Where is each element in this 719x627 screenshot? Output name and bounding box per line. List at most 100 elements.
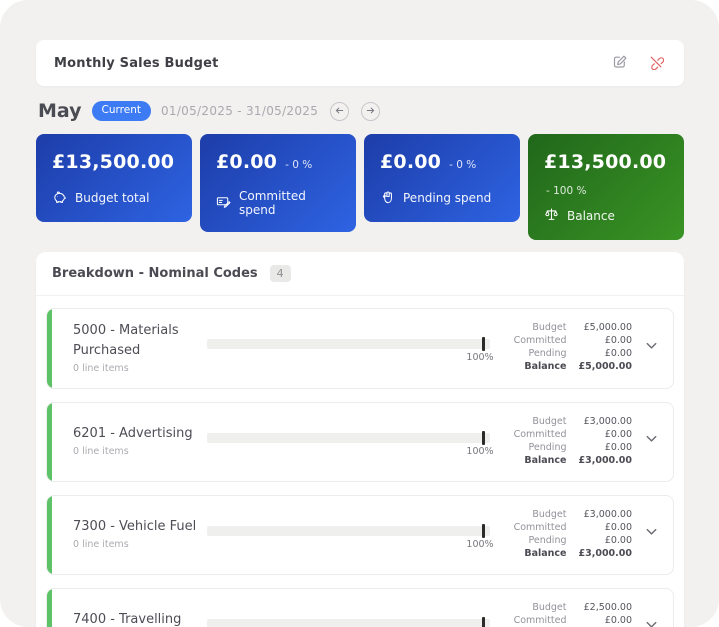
stat-label-balance: Balance (524, 361, 567, 373)
pending-spend-value: £0.00 (380, 151, 442, 173)
arrow-left-circle-icon (334, 104, 345, 119)
budget-progress-bar: 100% (207, 430, 494, 457)
stat-label-balance: Balance (524, 454, 567, 466)
edit-budget-button[interactable] (610, 52, 630, 75)
stat-label-committed: Committed (513, 614, 567, 626)
nominal-code-label: 7300 - Vehicle Fuel (73, 519, 197, 535)
committed-spend-card: £0.00 - 0 % Committed spend (200, 134, 356, 232)
stat-label-pending: Pending (528, 348, 567, 360)
stat-label-pending: Pending (528, 441, 567, 453)
committed-spend-delta: - 0 % (285, 159, 313, 171)
period-month: May (38, 100, 82, 122)
balance-card: £13,500.00 - 100 % Balance (528, 134, 684, 240)
breakdown-count-badge: 4 (269, 264, 291, 282)
balance-value: £13,500.00 (544, 151, 667, 173)
budget-header-panel: Monthly Sales Budget (36, 40, 684, 86)
stat-label-committed: Committed (513, 428, 567, 440)
budget-progress-bar: 100% (207, 337, 494, 363)
nominal-code-label: 5000 - Materials Purchased (73, 322, 179, 358)
nominal-code-label: 7400 - Travelling (73, 612, 182, 627)
unlink-budget-button[interactable] (646, 52, 666, 75)
scales-icon (544, 207, 559, 225)
previous-period-button[interactable] (330, 101, 350, 121)
nominal-code-row[interactable]: 7400 - Travelling 0 line items 100% Budg… (46, 587, 674, 627)
pending-spend-card: £0.00 - 0 % Pending spend (364, 134, 520, 222)
row-accent-bar (47, 588, 52, 627)
row-stats: Budget £3,000.00 Committed £0.00 Pending £0… (514, 508, 632, 560)
pending-spend-delta: - 0 % (449, 159, 477, 171)
stat-value-committed: £0.00 (604, 335, 632, 347)
chevron-down-icon[interactable] (644, 617, 659, 627)
progress-percent: 100% (466, 352, 494, 364)
nominal-code-row[interactable]: 6201 - Advertising 0 line items 100% Bud… (46, 401, 674, 482)
budget-total-value: £13,500.00 (52, 151, 175, 173)
hand-icon (380, 189, 395, 207)
nominal-code-row[interactable]: 5000 - Materials Purchased 0 line items … (46, 307, 674, 389)
stat-label-committed: Committed (513, 335, 567, 347)
balance-label: Balance (567, 208, 615, 223)
progress-tick (481, 616, 485, 627)
stat-label-budget: Budget (532, 601, 567, 613)
balance-delta: - 100 % (546, 184, 587, 197)
stat-value-committed: £0.00 (604, 614, 632, 626)
row-accent-bar (47, 402, 52, 481)
stat-value-budget: £3,000.00 (583, 415, 632, 427)
header-actions (610, 52, 666, 75)
stat-value-balance: £3,000.00 (578, 547, 633, 559)
stat-label-committed: Committed (513, 521, 567, 533)
chevron-down-icon[interactable] (644, 431, 659, 450)
stat-value-committed: £0.00 (604, 428, 632, 440)
committed-spend-label: Committed spend (239, 188, 306, 217)
stat-value-pending: £0.00 (604, 441, 632, 453)
stat-label-balance: Balance (524, 547, 567, 559)
stat-label-budget: Budget (532, 415, 567, 427)
edit-icon (612, 54, 628, 73)
row-stats: Budget £5,000.00 Committed £0.00 Pending £0… (514, 321, 632, 373)
committed-spend-value: £0.00 (216, 151, 278, 173)
arrow-right-circle-icon (365, 104, 376, 119)
nominal-code-row[interactable]: 7300 - Vehicle Fuel 0 line items 100% Bu… (46, 494, 674, 575)
line-items-count: 0 line items (73, 539, 129, 551)
stat-value-balance: £3,000.00 (578, 454, 633, 466)
breakdown-title: Breakdown - Nominal Codes (52, 265, 258, 281)
chevron-down-icon[interactable] (644, 524, 659, 543)
money-check-icon (216, 194, 231, 212)
current-period-badge: Current (91, 101, 151, 121)
budget-progress-bar: 100% (207, 523, 494, 550)
pending-spend-label: Pending spend (403, 190, 492, 205)
row-stats: Budget£2,500.00 Committed£0.00 Pending£0… (514, 601, 632, 627)
budget-total-label: Budget total (75, 190, 150, 205)
period-row: May Current 01/05/2025 - 31/05/2025 (38, 98, 682, 124)
stat-label-pending: Pending (528, 534, 567, 546)
nominal-code-rows: 5000 - Materials Purchased 0 line items … (36, 296, 684, 627)
progress-tick (481, 337, 485, 352)
summary-cards: £13,500.00 Budget total £0.00 - 0 % (36, 134, 684, 240)
progress-tick (481, 430, 485, 445)
breakdown-panel: Breakdown - Nominal Codes 4 5000 - Mater… (36, 251, 684, 627)
stat-value-budget: £5,000.00 (583, 322, 632, 334)
page-title: Monthly Sales Budget (54, 55, 219, 71)
stat-value-pending: £0.00 (604, 534, 632, 546)
progress-percent: 100% (466, 538, 494, 550)
line-items-count: 0 line items (73, 362, 129, 374)
row-accent-bar (47, 308, 52, 388)
unlink-icon (648, 54, 665, 73)
stat-value-pending: £0.00 (604, 348, 632, 360)
row-stats: Budget £3,000.00 Committed £0.00 Pending £0… (514, 415, 632, 467)
stat-label-budget: Budget (532, 322, 567, 334)
stat-value-balance: £5,000.00 (578, 361, 633, 373)
stat-label-budget: Budget (532, 508, 567, 520)
period-date-range: 01/05/2025 - 31/05/2025 (160, 104, 319, 118)
stat-value-budget: £3,000.00 (583, 508, 632, 520)
piggy-bank-icon (52, 189, 67, 207)
progress-tick (481, 523, 485, 538)
line-items-count: 0 line items (73, 446, 129, 458)
next-period-button[interactable] (361, 101, 381, 121)
nominal-code-label: 6201 - Advertising (73, 426, 193, 442)
progress-percent: 100% (466, 445, 494, 457)
row-accent-bar (47, 495, 52, 574)
stat-value-committed: £0.00 (604, 521, 632, 533)
chevron-down-icon[interactable] (644, 338, 659, 357)
budget-total-card: £13,500.00 Budget total (36, 134, 192, 222)
